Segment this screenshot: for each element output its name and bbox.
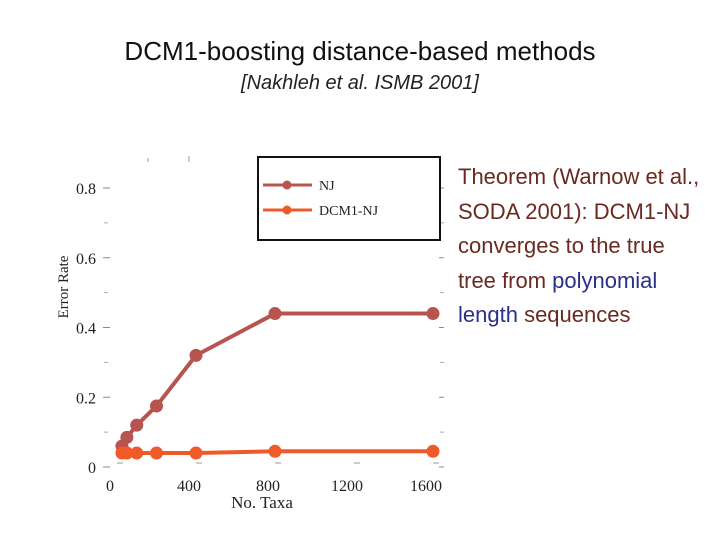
slide-subtitle: [Nakhleh et al. ISMB 2001] — [241, 72, 479, 94]
y-tick-label: 0.4 — [76, 321, 96, 338]
theorem-text: Theorem (Warnow et al., SODA 2001): DCM1… — [458, 160, 708, 333]
data-point-dcm1-nj — [189, 446, 203, 460]
data-point-nj — [189, 348, 203, 362]
x-tick-label: 1600 — [410, 478, 442, 495]
legend-swatch-marker-nj — [282, 180, 292, 190]
data-point-dcm1-nj — [426, 444, 440, 458]
y-axis-label: Error Rate — [56, 255, 72, 318]
legend-swatch-marker-dcm1-nj — [282, 205, 292, 215]
data-point-nj — [130, 418, 144, 432]
legend-box — [257, 156, 441, 241]
y-tick-label: 0 — [88, 460, 96, 477]
data-point-nj — [150, 399, 163, 413]
series-layer — [115, 307, 440, 460]
chart-tick-marks — [103, 156, 444, 468]
data-point-nj — [268, 307, 282, 321]
x-tick-label: 0 — [106, 478, 114, 495]
data-point-dcm1-nj — [120, 446, 134, 460]
data-point-dcm1-nj — [130, 446, 144, 460]
legend: NJ DCM1-NJ — [257, 156, 441, 241]
slide-title: DCM1-boosting distance-based methods — [124, 36, 596, 66]
y-tick-label: 0.6 — [76, 251, 96, 268]
y-tick-label: 0.2 — [76, 390, 96, 407]
theorem-text-part2: sequences — [517, 302, 631, 327]
data-point-dcm1-nj — [150, 446, 163, 460]
series-line-nj — [119, 311, 435, 449]
legend-label-dcm1-nj: DCM1-NJ — [319, 204, 379, 219]
theorem-text-part1: Theorem (Warnow et al., SODA 2001): DCM1… — [458, 164, 700, 293]
theorem-highlight: polynomial length — [458, 267, 658, 328]
legend-label-nj: NJ — [319, 179, 335, 194]
data-point-nj — [120, 430, 134, 444]
x-axis-label: No. Taxa — [231, 493, 293, 512]
x-tick-label: 400 — [177, 478, 201, 495]
x-axis: 0 400 800 1200 1600 — [106, 478, 442, 495]
x-tick-label: 1200 — [331, 478, 363, 495]
data-point-dcm1-nj — [268, 444, 282, 458]
y-axis: 0 0.2 0.4 0.6 0.8 — [76, 181, 96, 477]
data-point-nj — [426, 307, 440, 321]
y-tick-label: 0.8 — [76, 181, 96, 198]
x-tick-label: 800 — [256, 478, 280, 495]
